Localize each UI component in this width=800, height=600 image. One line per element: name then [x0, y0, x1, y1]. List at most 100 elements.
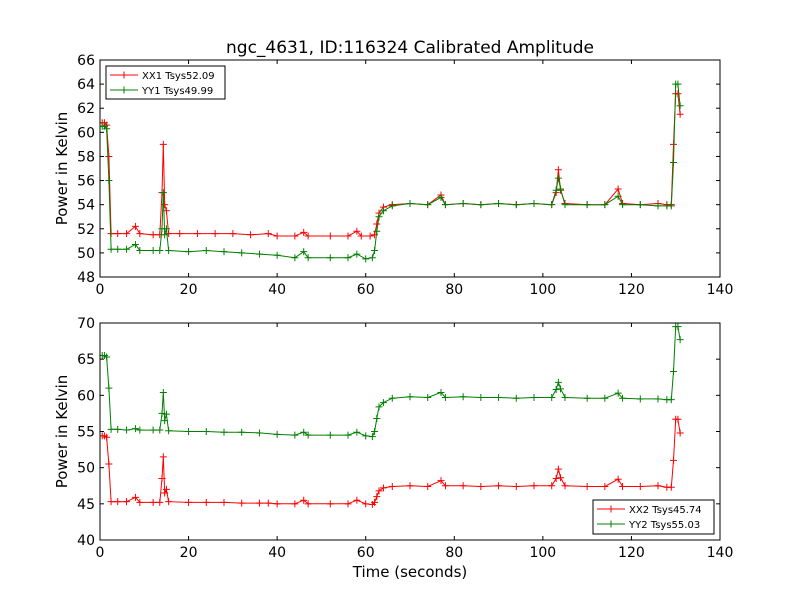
x-tick-label: 120 — [618, 545, 645, 561]
y-tick-label: 58 — [77, 149, 95, 165]
data-point-marker — [667, 396, 675, 404]
data-point-marker — [161, 417, 169, 425]
data-point-marker — [114, 425, 122, 433]
data-point-marker — [103, 353, 111, 361]
data-point-marker — [238, 428, 246, 436]
data-point-marker — [561, 201, 569, 209]
data-point-marker — [554, 378, 562, 386]
x-tick-label: 140 — [707, 545, 734, 561]
data-point-marker — [670, 158, 677, 166]
data-point-marker — [373, 220, 381, 228]
data-point-marker — [255, 429, 263, 437]
data-point-marker — [495, 394, 503, 402]
data-point-marker — [636, 201, 644, 209]
data-point-marker — [667, 202, 675, 210]
y-tick-label: 54 — [77, 198, 95, 214]
data-point-marker — [300, 496, 308, 504]
data-point-marker — [300, 228, 308, 236]
data-point-marker — [353, 250, 361, 258]
data-point-marker — [548, 482, 556, 490]
data-point-marker — [131, 222, 139, 230]
data-point-marker — [326, 232, 334, 240]
data-point-marker — [441, 482, 449, 490]
data-point-marker — [255, 499, 263, 507]
data-point-marker — [304, 254, 312, 262]
data-point-marker — [149, 246, 157, 254]
data-point-marker — [273, 430, 281, 438]
data-point-marker — [344, 500, 352, 508]
figure-title: ngc_4631, ID:116324 Calibrated Amplitude — [226, 38, 594, 58]
data-point-marker — [530, 482, 538, 490]
data-point-marker — [136, 246, 144, 254]
plot-frame — [99, 59, 721, 278]
data-point-marker — [107, 498, 115, 506]
data-point-marker — [353, 227, 361, 235]
data-point-marker — [353, 428, 361, 436]
data-point-marker — [670, 456, 677, 464]
data-point-marker — [229, 230, 237, 238]
data-point-marker — [202, 428, 210, 435]
data-point-marker — [105, 177, 113, 185]
data-point-marker — [583, 482, 591, 490]
data-point-marker — [441, 201, 449, 209]
legend: XX2 Tsys45.74 YY2 Tsys55.03 — [592, 499, 715, 535]
data-point-marker — [670, 367, 677, 375]
data-point-marker — [123, 498, 131, 506]
data-point-marker — [149, 498, 157, 506]
data-point-marker — [674, 80, 682, 88]
data-point-marker — [114, 230, 122, 238]
data-point-marker — [552, 475, 560, 483]
data-point-marker — [202, 498, 210, 506]
data-point-marker — [583, 201, 591, 209]
data-point-marker — [114, 245, 122, 253]
data-point-marker — [300, 248, 308, 256]
data-point-marker — [202, 246, 210, 254]
data-point-marker — [477, 482, 485, 490]
data-point-marker — [424, 482, 432, 490]
data-point-marker — [674, 415, 682, 423]
legend-entry-label: YY1 Tsys49.99 — [141, 86, 213, 97]
data-point-marker — [554, 465, 562, 473]
data-point-marker — [149, 231, 157, 239]
data-point-marker — [291, 431, 299, 439]
data-point-marker — [357, 232, 365, 240]
data-point-marker — [614, 192, 622, 200]
data-point-marker — [375, 487, 383, 495]
data-point-marker — [105, 384, 113, 392]
data-point-marker — [530, 199, 538, 207]
data-point-marker — [114, 498, 122, 506]
data-point-marker — [676, 429, 684, 437]
data-point-marker — [344, 431, 352, 439]
data-point-marker — [459, 199, 467, 207]
legend-entry-label: YY2 Tsys55.03 — [628, 520, 700, 531]
data-point-marker — [165, 246, 173, 254]
x-tick-label: 60 — [357, 282, 375, 298]
data-point-marker — [362, 255, 370, 263]
data-point-marker — [441, 394, 449, 402]
data-point-marker — [561, 394, 569, 402]
data-point-marker — [512, 482, 520, 490]
data-point-marker — [654, 202, 662, 210]
data-point-marker — [344, 254, 352, 262]
data-point-marker — [477, 394, 485, 402]
data-point-marker — [131, 493, 139, 501]
y-axis-label: Power in Kelvin — [53, 112, 71, 226]
data-point-marker — [619, 394, 627, 402]
data-point-marker — [379, 484, 387, 492]
data-point-marker — [554, 166, 562, 174]
data-point-marker — [162, 410, 170, 418]
legend-entry-label: XX1 Tsys52.09 — [142, 71, 215, 82]
data-point-marker — [136, 498, 144, 506]
data-point-marker — [220, 428, 228, 436]
x-tick-label: 20 — [180, 282, 198, 298]
y-tick-label: 52 — [77, 222, 95, 238]
data-point-marker — [304, 500, 312, 508]
legend-swatch-marker — [120, 71, 128, 79]
data-point-marker — [300, 428, 308, 436]
x-tick-label: 100 — [529, 282, 556, 298]
data-point-marker — [353, 496, 361, 504]
data-point-marker — [193, 230, 201, 238]
data-point-marker — [103, 433, 111, 441]
x-tick-label: 0 — [96, 545, 105, 561]
